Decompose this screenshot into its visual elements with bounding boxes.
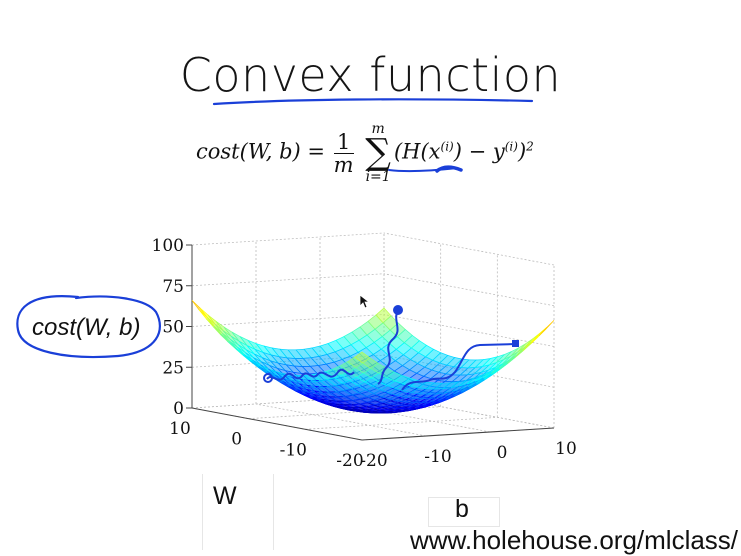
- b-tick-label: 10: [555, 439, 577, 459]
- grid-line: [192, 233, 384, 245]
- w-axis-label: W: [213, 482, 237, 511]
- b-axis-label: b: [455, 495, 469, 524]
- z-tick-label: 100: [152, 236, 184, 256]
- b-tick-label: -10: [424, 447, 451, 467]
- surface-mesh: [192, 300, 554, 413]
- descent-start-center: [394, 306, 402, 314]
- b-tick-label: 0: [497, 443, 508, 463]
- grid-line: [384, 233, 554, 265]
- grid-line: [384, 274, 554, 306]
- w-tick-label: 10: [169, 419, 191, 439]
- cost-axis-label: cost(W, b): [32, 314, 140, 342]
- source-url: www.holehouse.org/mlclass/: [410, 525, 738, 556]
- w-tick-label: -10: [280, 440, 307, 460]
- w-tick-label: 0: [231, 430, 242, 450]
- b-axis-line: [362, 428, 554, 440]
- z-tick-label: 0: [173, 399, 184, 419]
- b-tick-label: -20: [360, 451, 387, 471]
- surface-cell: [539, 320, 554, 335]
- mouse-pointer-icon: [359, 294, 371, 310]
- descent-start-right: [512, 340, 519, 347]
- grid-line: [305, 417, 497, 429]
- grid-line: [192, 274, 384, 286]
